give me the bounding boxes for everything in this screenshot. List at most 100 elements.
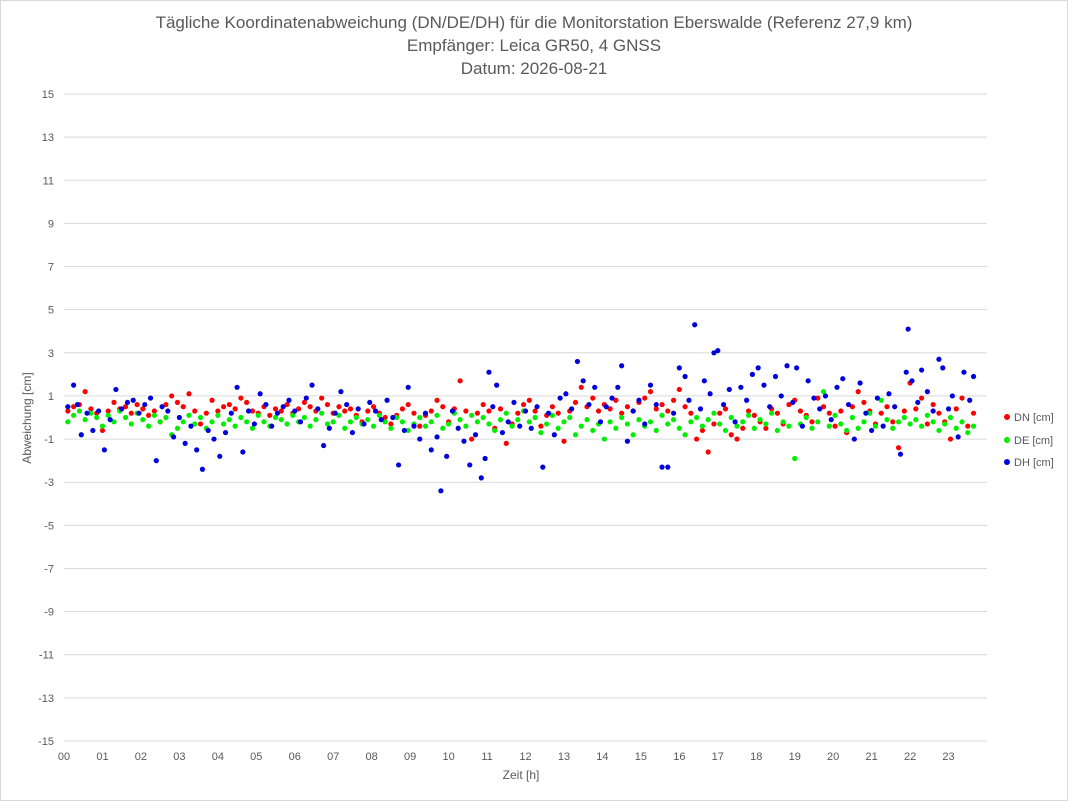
data-point — [147, 395, 154, 401]
data-point — [526, 397, 532, 403]
data-point — [326, 425, 332, 431]
data-point — [347, 406, 354, 412]
data-point — [261, 419, 267, 425]
data-point — [580, 378, 586, 384]
data-point — [520, 401, 527, 408]
data-point — [817, 406, 823, 412]
data-point — [382, 414, 388, 421]
data-point — [774, 410, 781, 416]
data-point — [728, 414, 734, 421]
data-point — [936, 356, 942, 362]
legend-label: DN [cm] — [1014, 412, 1054, 424]
data-point — [113, 386, 119, 393]
data-point — [107, 417, 113, 423]
data-point — [613, 397, 619, 403]
data-point — [590, 427, 596, 434]
data-point — [699, 423, 706, 429]
data-point — [930, 408, 936, 414]
data-point — [122, 414, 129, 421]
data-point — [272, 414, 279, 421]
data-point — [494, 382, 500, 388]
data-point — [872, 423, 879, 429]
data-point — [820, 389, 827, 395]
data-point — [136, 410, 142, 416]
data-point — [505, 419, 511, 425]
data-point — [726, 386, 732, 393]
data-point — [182, 440, 188, 446]
data-point — [71, 404, 77, 410]
data-point — [676, 425, 682, 431]
data-point — [486, 408, 492, 414]
data-point — [344, 401, 350, 408]
data-point — [215, 412, 221, 418]
data-point — [101, 447, 107, 453]
data-point — [863, 410, 869, 416]
data-point — [342, 425, 348, 431]
data-point — [607, 406, 613, 412]
data-point — [878, 410, 884, 416]
data-point — [574, 358, 581, 365]
data-point — [613, 425, 619, 431]
data-point — [647, 382, 654, 388]
data-point — [815, 395, 821, 401]
data-point — [163, 401, 169, 408]
data-points — [65, 322, 977, 494]
data-point — [307, 423, 313, 429]
data-point — [480, 414, 486, 421]
data-point — [647, 389, 654, 395]
data-point — [384, 397, 390, 403]
data-point — [549, 404, 556, 410]
data-point — [676, 386, 682, 393]
data-point — [474, 410, 481, 416]
x-tick-label: 14 — [596, 751, 608, 763]
data-point — [211, 436, 217, 442]
data-point — [701, 378, 707, 384]
data-point — [263, 401, 269, 408]
x-tick-label: 16 — [673, 751, 685, 763]
data-point — [895, 419, 902, 425]
data-point — [434, 412, 440, 418]
x-tick-label: 07 — [327, 751, 339, 763]
data-point — [849, 414, 855, 421]
data-point — [959, 395, 965, 401]
data-point — [130, 397, 136, 403]
data-point — [757, 417, 763, 423]
data-point — [461, 438, 467, 444]
data-point — [417, 414, 423, 421]
data-point — [370, 423, 377, 429]
x-tick-label: 00 — [58, 751, 70, 763]
data-point — [405, 401, 411, 408]
data-point — [624, 438, 631, 444]
data-point — [697, 406, 704, 412]
data-point — [278, 408, 284, 414]
data-point — [246, 408, 252, 414]
data-point — [221, 404, 227, 410]
data-point — [790, 399, 796, 406]
data-point — [455, 425, 461, 431]
data-point — [670, 417, 677, 423]
data-point — [792, 455, 798, 462]
data-point — [367, 399, 373, 406]
data-point — [563, 391, 569, 397]
data-point — [71, 412, 77, 418]
x-tick-label: 09 — [404, 751, 416, 763]
data-point — [880, 423, 886, 429]
data-point — [307, 404, 313, 410]
data-point — [603, 404, 609, 410]
data-point — [84, 410, 90, 416]
data-point — [857, 380, 863, 386]
data-point — [694, 436, 700, 442]
data-point — [551, 432, 557, 438]
data-point — [751, 412, 757, 418]
data-point — [174, 399, 181, 406]
data-point — [313, 417, 319, 423]
data-point — [151, 408, 157, 414]
data-point — [855, 389, 861, 395]
data-point — [653, 406, 659, 412]
data-point — [601, 436, 607, 442]
data-point — [378, 417, 384, 423]
data-point — [722, 406, 729, 412]
data-point — [399, 419, 406, 425]
data-point — [919, 367, 925, 373]
data-point — [961, 369, 967, 375]
